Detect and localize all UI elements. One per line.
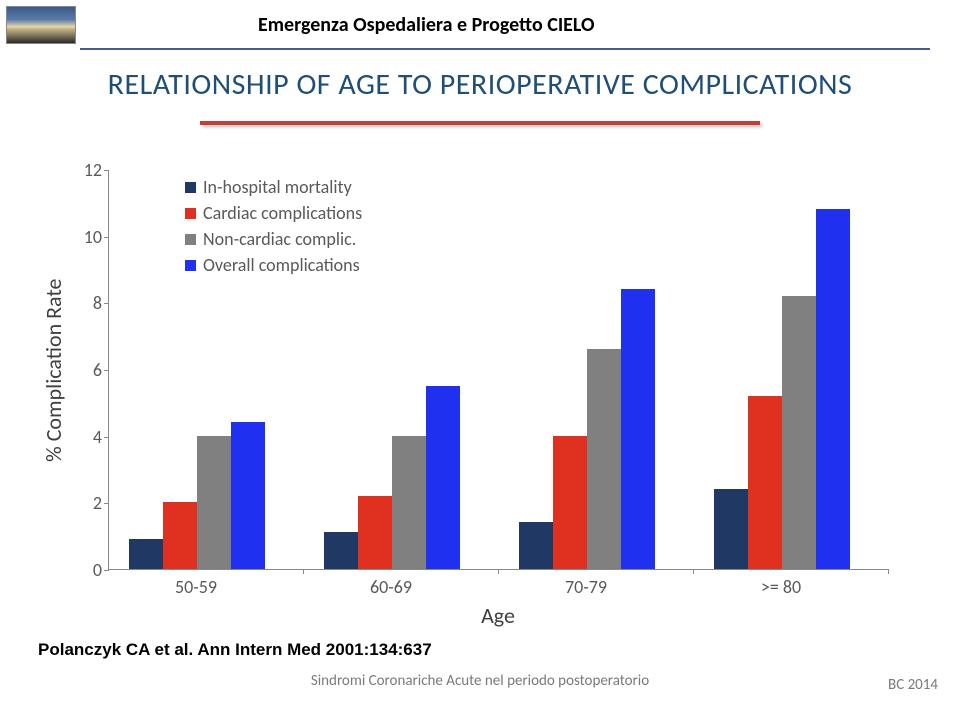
y-tick-label: 4 <box>93 426 102 448</box>
legend-item: Non-cardiac complic. <box>185 228 362 250</box>
y-tick-label: 12 <box>84 159 102 181</box>
bar <box>231 422 265 569</box>
y-tick-label: 0 <box>93 559 102 581</box>
y-tick-label: 2 <box>93 492 102 514</box>
y-tick-label: 8 <box>93 292 102 314</box>
legend-label: In-hospital mortality <box>203 176 352 198</box>
x-axis-title: Age <box>108 602 888 629</box>
bar <box>621 289 655 569</box>
bar <box>587 349 621 569</box>
bar <box>426 386 460 569</box>
y-axis: 024681012 <box>72 170 108 570</box>
citation: Polanczyk CA et al. Ann Intern Med 2001:… <box>38 640 432 660</box>
legend-swatch <box>185 182 196 193</box>
header-title: Emergenza Ospedaliera e Progetto CIELO <box>258 13 595 37</box>
bar <box>553 436 587 569</box>
bar <box>163 502 197 569</box>
legend-label: Overall complications <box>203 254 360 276</box>
legend-swatch <box>185 260 196 271</box>
footer-right: BC 2014 <box>888 676 938 694</box>
bar-group <box>714 209 850 569</box>
bar <box>392 436 426 569</box>
bar-group <box>519 289 655 569</box>
header-divider <box>80 48 930 50</box>
y-tick-label: 10 <box>84 226 102 248</box>
bar <box>519 522 553 569</box>
legend-item: Overall complications <box>185 254 362 276</box>
bar <box>358 496 392 569</box>
slide-title: RELATIONSHIP OF AGE TO PERIOPERATIVE COM… <box>0 66 960 103</box>
legend-label: Non-cardiac complic. <box>203 228 356 250</box>
legend-item: Cardiac complications <box>185 202 362 224</box>
legend-swatch <box>185 234 196 245</box>
header-row: Emergenza Ospedaliera e Progetto CIELO <box>0 0 960 44</box>
y-axis-label: % Complication Rate <box>40 170 72 570</box>
x-tick-label: >= 80 <box>741 576 821 598</box>
legend-swatch <box>185 208 196 219</box>
chart: % Complication Rate 024681012 <box>40 170 920 630</box>
bar <box>782 296 816 569</box>
bar <box>324 532 358 569</box>
y-tick-label: 6 <box>93 359 102 381</box>
x-tick-label: 60-69 <box>351 576 431 598</box>
x-tick-label: 70-79 <box>546 576 626 598</box>
bar <box>129 539 163 569</box>
legend-label: Cardiac complications <box>203 202 362 224</box>
bar <box>748 396 782 569</box>
bar <box>816 209 850 569</box>
bar-group <box>324 386 460 569</box>
title-underline <box>200 121 760 125</box>
legend: In-hospital mortality Cardiac complicatio… <box>185 176 362 280</box>
x-tick-label: 50-59 <box>156 576 236 598</box>
logo-image <box>6 6 76 44</box>
footer-center: Sindromi Coronariche Acute nel periodo p… <box>0 672 960 690</box>
legend-item: In-hospital mortality <box>185 176 362 198</box>
bar <box>714 489 748 569</box>
bar-group <box>129 422 265 569</box>
bar <box>197 436 231 569</box>
